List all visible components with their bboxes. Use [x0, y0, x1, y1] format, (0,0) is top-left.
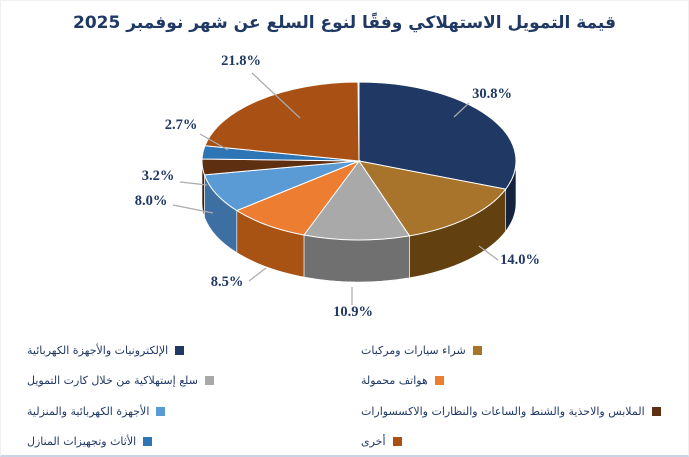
legend-item: الإلكترونيات والأجهزة الكهربائية	[27, 341, 185, 359]
legend-swatch	[392, 436, 402, 446]
pie-slice	[357, 160, 507, 237]
legend-swatch	[472, 345, 482, 355]
legend-swatch	[175, 345, 185, 355]
legend: الإلكترونيات والأجهزة الكهربائية سلع إسته…	[1, 329, 688, 455]
legend-label: سلع إستهلاكية من خلال كارت التمويل	[27, 373, 198, 387]
pie-percent-label: 14.0%	[500, 252, 540, 268]
pie-chart: 30.8% 14.0% 10.9% 8.5% 8.0% 3.2% 2.7% 21.8%	[135, 53, 540, 320]
legend-swatch	[434, 375, 444, 385]
legend-item: هواتف محمولة	[361, 371, 444, 389]
legend-swatch	[651, 406, 661, 416]
legend-label: الإلكترونيات والأجهزة الكهربائية	[27, 343, 169, 357]
legend-swatch	[156, 406, 166, 416]
legend-label: هواتف محمولة	[361, 373, 428, 387]
label-leader-line	[248, 267, 267, 282]
label-leader-line	[453, 102, 470, 118]
pie-percent-label: 21.8%	[221, 53, 261, 69]
pie-percent-label: 30.8%	[472, 86, 512, 102]
legend-label: الملابس والاحذية والشنط والساعات والنظار…	[361, 404, 645, 418]
pie-slice	[358, 81, 517, 190]
legend-label: الأجهزة الكهربائية والمنزلية	[27, 404, 150, 418]
label-leader-line	[251, 72, 301, 119]
legend-item: سلع إستهلاكية من خلال كارت التمويل	[27, 371, 214, 389]
pie-slice-side	[303, 234, 410, 283]
pie-slice	[235, 159, 361, 236]
legend-item: شراء سيارات ومركبات	[361, 341, 482, 359]
pie-percent-label: 8.0%	[135, 193, 168, 209]
label-leader-line	[478, 245, 499, 261]
legend-label: أخرى	[361, 434, 386, 448]
legend-swatch	[204, 375, 214, 385]
legend-item: الأجهزة الكهربائية والمنزلية	[27, 402, 166, 420]
label-leader-line	[179, 181, 208, 186]
legend-item: الأثاث وتجهيزات المنازل	[27, 432, 153, 450]
pie-percent-label: 8.5%	[211, 274, 244, 290]
legend-item: أخرى	[361, 432, 402, 450]
legend-item: الملابس والاحذية والشنط والساعات والنظار…	[361, 402, 661, 420]
legend-swatch	[143, 436, 153, 446]
pie-percent-label: 2.7%	[165, 117, 198, 133]
pie-slice	[204, 81, 360, 162]
chart-title: قيمة التمويل الاستهلاكي وفقًا لنوع السلع…	[73, 13, 616, 33]
pie-percent-label: 10.9%	[333, 304, 373, 320]
pie-percent-label: 3.2%	[142, 168, 175, 184]
legend-label: شراء سيارات ومركبات	[361, 343, 466, 357]
label-leader-line	[199, 133, 229, 151]
label-leader-line	[172, 204, 214, 214]
pie-slice	[303, 160, 411, 241]
legend-label: الأثاث وتجهيزات المنازل	[27, 434, 137, 448]
